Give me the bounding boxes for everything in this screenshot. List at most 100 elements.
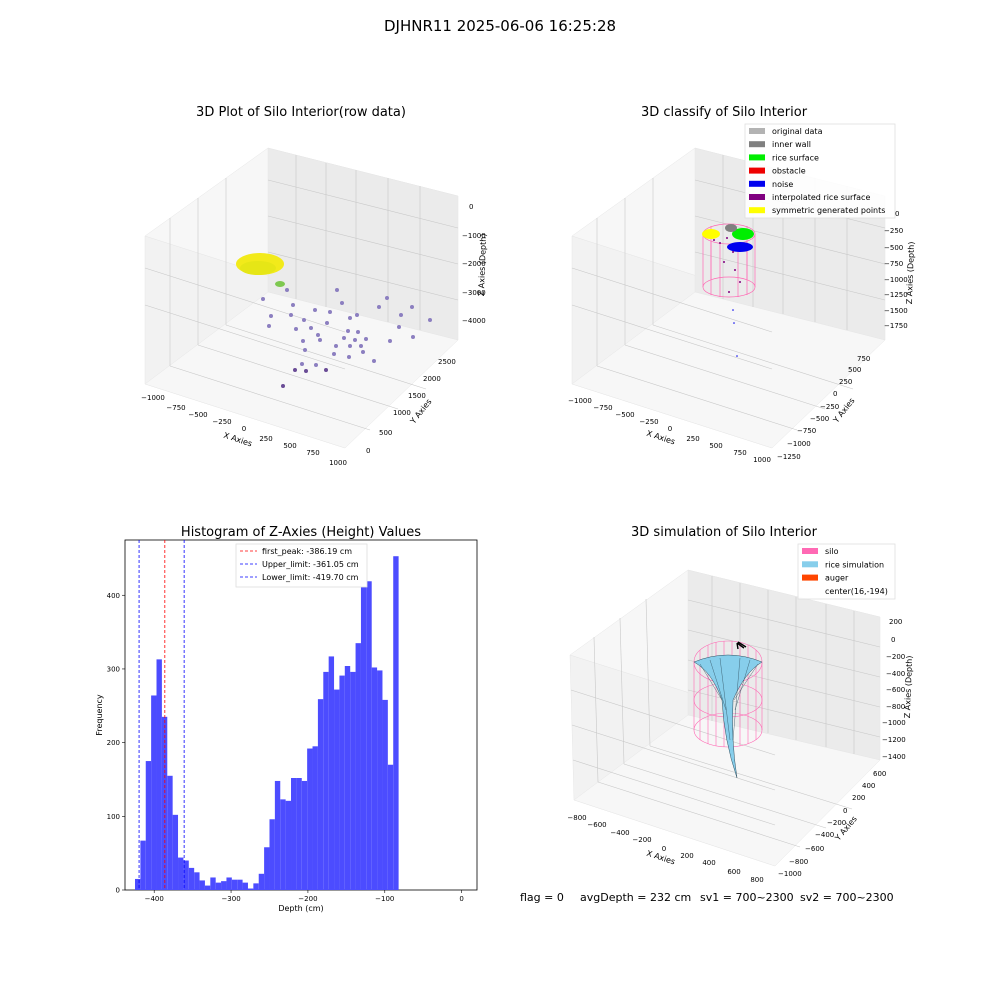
legend-swatch (749, 167, 765, 174)
svg-text:750: 750 (306, 449, 319, 457)
histogram-bar (258, 873, 265, 890)
legend-label: interpolated rice surface (772, 193, 870, 202)
histogram-bar (317, 699, 324, 890)
legend-label: auger (825, 574, 849, 583)
svg-text:1000: 1000 (753, 456, 771, 464)
svg-text:−1250: −1250 (777, 453, 801, 461)
svg-text:−750: −750 (593, 404, 612, 412)
histogram-x-tick-label: −100 (375, 895, 394, 903)
svg-text:200: 200 (852, 794, 865, 802)
histogram-bar (355, 643, 361, 890)
svg-text:−800: −800 (886, 703, 905, 711)
svg-text:600: 600 (727, 868, 740, 876)
histogram-y-tick-label: 300 (107, 665, 120, 673)
classify-3d-silo (702, 223, 756, 298)
svg-text:2000: 2000 (423, 375, 441, 383)
svg-text:−250: −250 (639, 418, 658, 426)
svg-text:−800: −800 (567, 814, 586, 822)
legend-label: symmetric generated points (772, 206, 885, 215)
svg-text:−400: −400 (886, 670, 905, 678)
svg-text:−4000: −4000 (462, 317, 486, 325)
histogram-bar (274, 780, 281, 890)
legend-swatch (749, 128, 765, 134)
histogram-legend-label: Upper_limit: -361.05 cm (262, 560, 359, 569)
svg-text:−1400: −1400 (882, 753, 906, 761)
legend-label: center(16,-194) (825, 587, 888, 596)
histogram-xlabel: Depth (cm) (278, 904, 323, 913)
histogram-bar (312, 746, 318, 890)
svg-text:−200: −200 (632, 836, 651, 844)
legend-label: original data (772, 127, 823, 136)
status-avg-depth: avgDepth = 232 cm (580, 891, 691, 904)
classify-3d-title: 3D classify of Silo Interior (641, 105, 808, 120)
histogram-bar (151, 695, 157, 890)
raw-data-3d-panel[interactable]: 3D Plot of Silo Interior(row data) (141, 105, 488, 467)
histogram-panel[interactable]: Histogram of Z-Axies (Height) Values −40… (95, 525, 478, 913)
histogram-title: Histogram of Z-Axies (Height) Values (181, 525, 421, 540)
figure-title: DJHNR11 2025-06-06 16:25:28 (384, 17, 616, 35)
histogram-y-ticks: 0 100 200 300 400 (107, 592, 125, 895)
histogram-bar (328, 656, 335, 890)
histogram-bar (382, 699, 388, 890)
histogram-bar (247, 888, 254, 890)
raw-data-3d-zlabel: Z Axies (Depth) (477, 233, 488, 296)
svg-text:−500: −500 (810, 415, 829, 423)
classify-3d-points (702, 224, 754, 357)
svg-text:−1000: −1000 (462, 232, 486, 240)
status-sv1: sv1 = 700~2300 (700, 891, 794, 904)
simulation-3d-ticks: −800 −600 −400 −200 0 200 400 600 800 −1… (567, 618, 905, 884)
histogram-y-tick-label: 0 (116, 887, 120, 895)
histogram-bars (134, 556, 399, 890)
svg-text:0: 0 (891, 636, 895, 644)
svg-text:0: 0 (833, 390, 837, 398)
svg-text:−600: −600 (886, 686, 905, 694)
simulation-3d-zlabel: Z Axies (Depth) (903, 655, 914, 718)
svg-text:−1250: −1250 (884, 291, 908, 299)
histogram-bar (280, 799, 286, 890)
histogram-bar (339, 675, 345, 890)
classify-3d-legend: original data inner wall rice surface obsta… (744, 123, 896, 219)
svg-text:−1000: −1000 (141, 394, 165, 402)
svg-text:500: 500 (379, 429, 392, 437)
raw-data-3d-box (144, 147, 459, 449)
svg-text:−800: −800 (789, 858, 808, 866)
histogram-bar (253, 883, 259, 890)
histogram-bar (264, 847, 270, 890)
histogram-bar (134, 878, 141, 890)
svg-text:500: 500 (709, 442, 722, 450)
svg-text:1500: 1500 (408, 392, 426, 400)
legend-swatch (749, 207, 765, 214)
histogram-bar (237, 879, 243, 890)
histogram-bar (301, 780, 308, 890)
svg-text:0: 0 (843, 807, 847, 815)
histogram-bar (366, 581, 372, 890)
histogram-x-tick-label: 0 (459, 895, 463, 903)
legend-swatch (749, 141, 765, 148)
svg-text:−750: −750 (166, 404, 185, 412)
histogram-bar (344, 666, 351, 890)
histogram-bar (307, 748, 313, 890)
svg-text:−250: −250 (212, 418, 231, 426)
svg-text:1000: 1000 (329, 459, 347, 467)
histogram-bar (393, 556, 399, 890)
svg-text:0: 0 (662, 845, 666, 853)
histogram-bar (377, 670, 383, 890)
svg-text:0: 0 (469, 203, 473, 211)
histogram-bar (291, 778, 297, 890)
svg-text:−500: −500 (884, 244, 903, 252)
simulation-3d-legend: silo rice simulation auger center(16,-194) (797, 543, 896, 600)
svg-text:−1200: −1200 (882, 736, 906, 744)
legend-swatch (749, 180, 765, 187)
simulation-3d-panel[interactable]: 3D simulation of Silo Interior (567, 525, 914, 884)
svg-text:750: 750 (857, 355, 870, 363)
svg-text:−200: −200 (827, 819, 846, 827)
svg-text:−400: −400 (815, 831, 834, 839)
raw-data-3d-points (236, 253, 432, 388)
raw-data-3d-title: 3D Plot of Silo Interior(row data) (196, 105, 406, 120)
svg-text:−500: −500 (188, 411, 207, 419)
classify-3d-panel[interactable]: 3D classify of Silo Interior (568, 105, 916, 464)
histogram-bar (156, 659, 162, 890)
svg-text:−1500: −1500 (884, 307, 908, 315)
svg-text:−250: −250 (884, 227, 903, 235)
